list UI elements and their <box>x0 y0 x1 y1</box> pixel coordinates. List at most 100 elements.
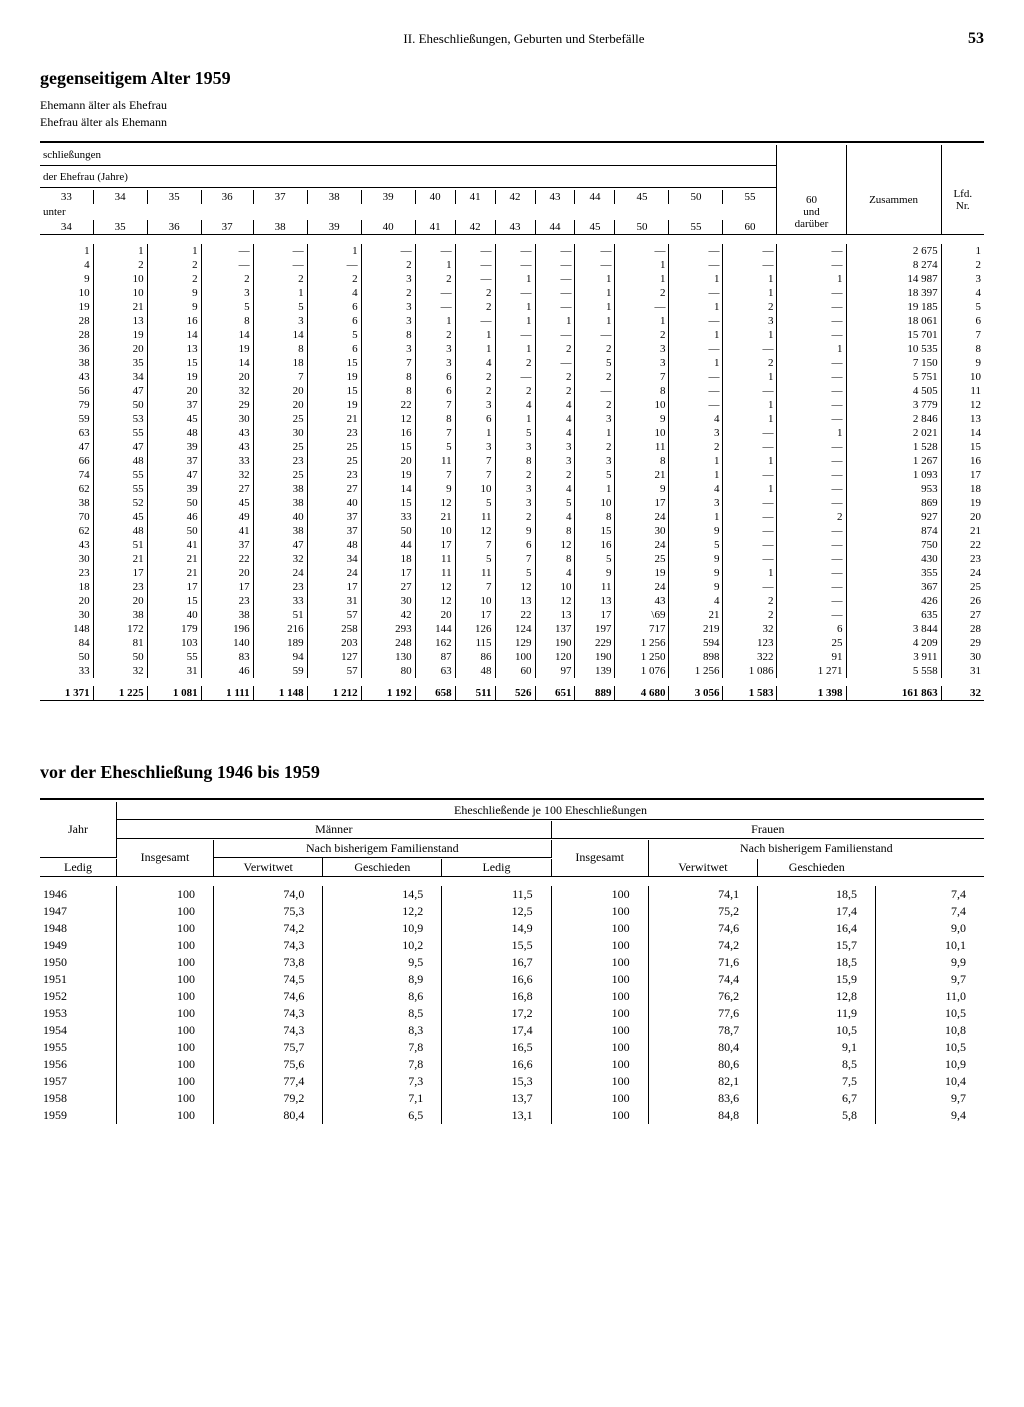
table-row: 62553927382714910341941—95318 <box>40 482 984 496</box>
table-row: 43341920719862—227—1—5 75110 <box>40 370 984 384</box>
table-row: 195710077,47,315,310082,17,510,4 <box>40 1073 984 1090</box>
col-bot-37: 37 <box>201 220 253 235</box>
section-b-title: vor der Eheschließung 1946 bis 1959 <box>40 762 984 783</box>
table-row: 795037292019227344210—1—3 77912 <box>40 398 984 412</box>
col-top-34: 34 <box>93 190 147 204</box>
table-row: 422———21————1———8 2742 <box>40 258 984 272</box>
col-bot-50: 50 <box>615 220 669 235</box>
h-schliessungen: schließungen <box>40 145 777 166</box>
table-row: 505055839412713087861001201901 250898322… <box>40 650 984 664</box>
col-top-55: 55 <box>723 190 777 204</box>
table-row: 5953453025211286143941—2 84613 <box>40 412 984 426</box>
col-bot-43: 43 <box>495 220 535 235</box>
table-b: Jahr Eheschließende je 100 Eheschließung… <box>40 798 984 1124</box>
page-number: 53 <box>968 30 984 48</box>
col-bot-39: 39 <box>307 220 361 235</box>
col-bot-36: 36 <box>147 220 201 235</box>
h-lfd: Lfd.Nr. <box>941 167 984 234</box>
table-row: 303840385157422017221317\69212—63527 <box>40 608 984 622</box>
table-row: 2317212024241711115491991—35524 <box>40 566 984 580</box>
h-zusammen: Zusammen <box>846 167 941 234</box>
col-bot-35: 35 <box>93 220 147 235</box>
table-row: 2020152333313012101312134342—42626 <box>40 594 984 608</box>
table-row: 192195563—21—1—12—19 1855 <box>40 300 984 314</box>
table-row: 111——1——————————2 6751 <box>40 244 984 258</box>
col-top-39: 39 <box>361 190 415 204</box>
table-row: 36201319863311223——110 5358 <box>40 342 984 356</box>
h-jahr: Jahr <box>40 802 117 858</box>
col-bot-60: 60 <box>723 220 777 235</box>
table-row: 194710075,312,212,510075,217,47,4 <box>40 903 984 920</box>
table-row: 195010073,89,516,710071,618,59,9 <box>40 954 984 971</box>
table-row: 195510075,77,816,510080,49,110,5 <box>40 1039 984 1056</box>
table-row: 195910080,46,513,110084,85,89,4 <box>40 1107 984 1124</box>
table-row: 195110074,58,916,610074,415,99,7 <box>40 971 984 988</box>
table-a: schließungen der Ehefrau (Jahre) Zusamme… <box>40 141 984 702</box>
table-row: 195310074,38,517,210077,611,910,5 <box>40 1005 984 1022</box>
table-row: 28191414145821———211—15 7017 <box>40 328 984 342</box>
table-row: 4351413747484417761216245——75022 <box>40 538 984 552</box>
h-ledig-m: Ledig <box>40 859 117 877</box>
col-bot-45: 45 <box>575 220 615 235</box>
col-top-37: 37 <box>253 190 307 204</box>
table-row: 194910074,310,215,510074,215,710,1 <box>40 937 984 954</box>
col-top-40: 40 <box>415 190 455 204</box>
sub1: Ehemann älter als Ehefrau <box>40 98 167 112</box>
page-header: II. Eheschließungen, Geburten und Sterbe… <box>40 30 984 48</box>
col-bot-41: 41 <box>415 220 455 235</box>
col-top-38: 38 <box>307 190 361 204</box>
h-gesch-m: Geschieden <box>323 859 442 877</box>
table-row: 195210074,68,616,810076,212,811,0 <box>40 988 984 1005</box>
h-nach-m: Nach bisherigem Familienstand <box>214 840 552 858</box>
col-bot-55: 55 <box>669 220 723 235</box>
col-top-33: 33 <box>40 190 93 204</box>
table-row: 33323146595780634860971391 0761 2561 086… <box>40 664 984 678</box>
table-row: 704546494037332111248241—292720 <box>40 510 984 524</box>
chapter-title: II. Eheschließungen, Geburten und Sterbe… <box>80 31 968 47</box>
col-top-42: 42 <box>495 190 535 204</box>
col-bot-34: 34 <box>40 220 93 235</box>
h-top: Eheschließende je 100 Eheschließungen <box>117 802 985 820</box>
table-row: 195410074,38,317,410078,710,510,8 <box>40 1022 984 1039</box>
table-row: 101093142—2——12—1—18 3974 <box>40 286 984 300</box>
h-gesch-f: Geschieden <box>758 859 876 877</box>
table-row: 30212122323418115785259——43023 <box>40 552 984 566</box>
table-row: 194610074,014,511,510074,118,57,4 <box>40 886 984 903</box>
table-row: 18231717231727127121011249——36725 <box>40 580 984 594</box>
section-a-subtitle: Ehemann älter als Ehefrau Ehefrau älter … <box>40 97 984 131</box>
h-nach-f: Nach bisherigem Familienstand <box>648 840 984 858</box>
table-row: 910222232—1—1111114 9873 <box>40 272 984 286</box>
table-row: 56472032201586222—8———4 50511 <box>40 384 984 398</box>
col-top-50: 50 <box>669 190 723 204</box>
table-row: 3835151418157342—5312—7 1509 <box>40 356 984 370</box>
sub2: Ehefrau älter als Ehemann <box>40 115 167 129</box>
table-row: 195610075,67,816,610080,68,510,9 <box>40 1056 984 1073</box>
h-manner: Männer <box>117 821 552 839</box>
table-row: 6248504138375010129815309——87421 <box>40 524 984 538</box>
table-row: 195810079,27,113,710083,66,79,7 <box>40 1090 984 1107</box>
table-row: 84811031401892032481621151291902291 2565… <box>40 636 984 650</box>
section-a-title: gegenseitigem Alter 1959 <box>40 68 984 89</box>
col-top-45: 45 <box>615 190 669 204</box>
table-row: 1481721791962162582931441261241371977172… <box>40 622 984 636</box>
h-unter: unter <box>40 204 777 220</box>
col-bot-42: 42 <box>455 220 495 235</box>
col-bot-38: 38 <box>253 220 307 235</box>
table-row: 28131683631—1111—3—18 0616 <box>40 314 984 328</box>
col-top-44: 44 <box>575 190 615 204</box>
col-top-43: 43 <box>535 190 575 204</box>
col-bot-44: 44 <box>535 220 575 235</box>
h-ledig-f: Ledig <box>442 859 551 877</box>
h-verw-m: Verwitwet <box>214 859 323 877</box>
col-top-35: 35 <box>147 190 201 204</box>
col-top-36: 36 <box>201 190 253 204</box>
table-row: 7455473225231977225211——1 09317 <box>40 468 984 482</box>
h-ehefrau: der Ehefrau (Jahre) <box>40 167 777 188</box>
h-frauen: Frauen <box>551 821 984 839</box>
table-row: 66483733232520117833811—1 26716 <box>40 454 984 468</box>
table-row: 6355484330231671541103—12 02114 <box>40 426 984 440</box>
table-row: 194810074,210,914,910074,616,49,0 <box>40 920 984 937</box>
col-bot-40: 40 <box>361 220 415 235</box>
table-row: 385250453840151253510173——86919 <box>40 496 984 510</box>
h-60: 60unddarüber <box>777 190 846 235</box>
